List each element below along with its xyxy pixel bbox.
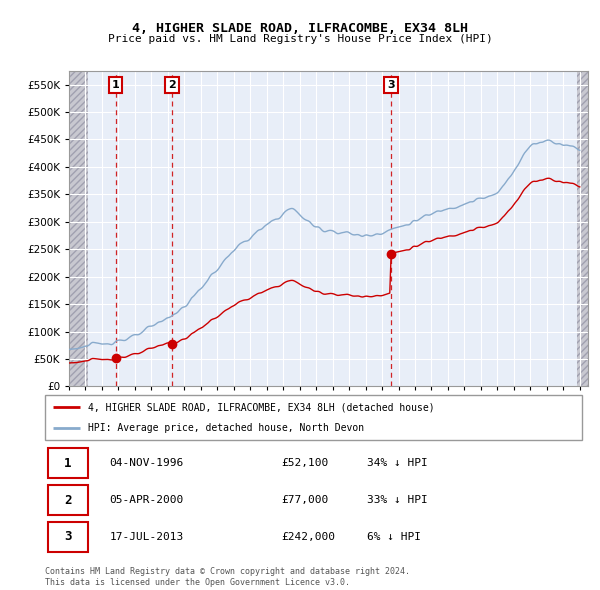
FancyBboxPatch shape xyxy=(47,448,88,478)
Text: 3: 3 xyxy=(387,80,395,90)
Text: 3: 3 xyxy=(64,530,72,543)
Text: Price paid vs. HM Land Registry's House Price Index (HPI): Price paid vs. HM Land Registry's House … xyxy=(107,34,493,44)
Text: 1: 1 xyxy=(64,457,72,470)
Text: 1: 1 xyxy=(112,80,119,90)
Text: 34% ↓ HPI: 34% ↓ HPI xyxy=(367,458,428,468)
Text: 2: 2 xyxy=(64,493,72,507)
FancyBboxPatch shape xyxy=(47,522,88,552)
Text: 2: 2 xyxy=(168,80,176,90)
Text: 6% ↓ HPI: 6% ↓ HPI xyxy=(367,532,421,542)
FancyBboxPatch shape xyxy=(47,485,88,515)
Text: 4, HIGHER SLADE ROAD, ILFRACOMBE, EX34 8LH (detached house): 4, HIGHER SLADE ROAD, ILFRACOMBE, EX34 8… xyxy=(88,402,434,412)
Text: 04-NOV-1996: 04-NOV-1996 xyxy=(109,458,184,468)
Bar xyxy=(577,71,588,386)
FancyBboxPatch shape xyxy=(45,395,582,440)
Text: 17-JUL-2013: 17-JUL-2013 xyxy=(109,532,184,542)
Text: £242,000: £242,000 xyxy=(281,532,335,542)
Bar xyxy=(577,71,588,386)
Text: HPI: Average price, detached house, North Devon: HPI: Average price, detached house, Nort… xyxy=(88,422,364,432)
Bar xyxy=(69,71,88,386)
Text: £52,100: £52,100 xyxy=(281,458,329,468)
Text: 05-APR-2000: 05-APR-2000 xyxy=(109,495,184,505)
Bar xyxy=(69,71,88,386)
Text: £77,000: £77,000 xyxy=(281,495,329,505)
Text: Contains HM Land Registry data © Crown copyright and database right 2024.
This d: Contains HM Land Registry data © Crown c… xyxy=(45,568,410,586)
Text: 33% ↓ HPI: 33% ↓ HPI xyxy=(367,495,428,505)
Text: 4, HIGHER SLADE ROAD, ILFRACOMBE, EX34 8LH: 4, HIGHER SLADE ROAD, ILFRACOMBE, EX34 8… xyxy=(132,22,468,35)
